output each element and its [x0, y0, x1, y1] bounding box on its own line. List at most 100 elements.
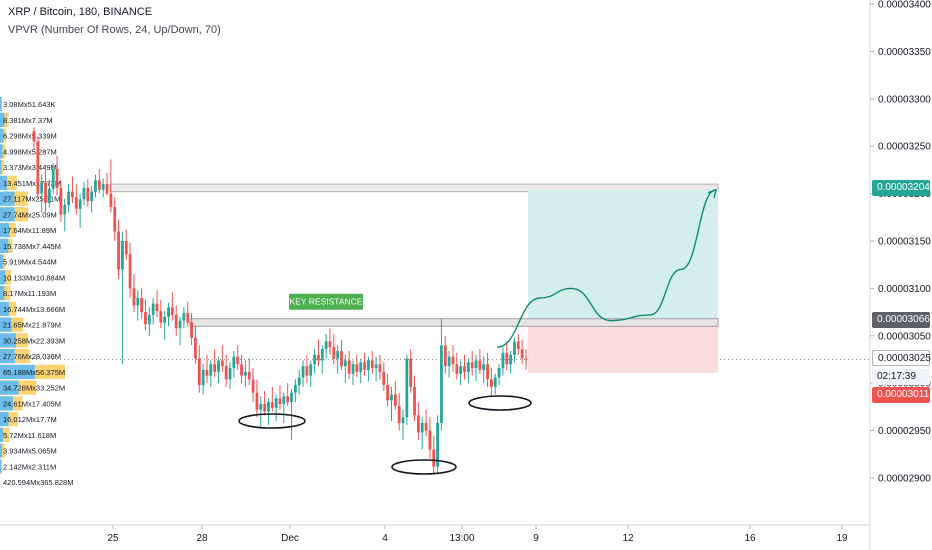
vp-up-bar	[0, 128, 4, 143]
candle-body	[382, 371, 386, 386]
candle-body	[286, 396, 290, 403]
candle-body	[351, 364, 355, 374]
candle-body	[290, 392, 293, 403]
candle-body	[401, 417, 405, 424]
chart-title[interactable]: XRP / Bitcoin, 180, BINANCE	[8, 6, 153, 18]
vp-down-bar	[8, 238, 13, 253]
vp-row-label: 4.998Mx5.287M	[3, 147, 57, 156]
candle-body	[501, 352, 505, 369]
vp-down-bar	[7, 175, 17, 190]
candle-body	[178, 320, 182, 329]
candle-body	[340, 350, 343, 367]
vp-up-bar	[0, 270, 6, 285]
candle-body	[267, 402, 270, 412]
vp-down-bar	[3, 254, 6, 269]
candle-body	[482, 364, 486, 370]
candle-body	[255, 392, 259, 410]
candle-body	[324, 341, 328, 350]
vp-row-label: 15.738Mx7.445M	[3, 242, 61, 251]
low-marker-ellipse	[391, 459, 457, 475]
y-tick-label: 0.00003050	[878, 331, 931, 342]
vp-down-bar	[14, 207, 29, 222]
x-axis[interactable]: 25 28 Dec 4 13:00 9 12 16 19	[0, 524, 870, 544]
candle-body	[251, 379, 255, 393]
vp-row-label: 8.17Mx11.193M	[3, 289, 56, 298]
candle-body	[455, 364, 459, 374]
candle-body	[478, 360, 482, 370]
candle-body	[121, 241, 124, 270]
candle-body	[486, 364, 489, 380]
vp-up-bar	[0, 301, 9, 316]
indicator-legend[interactable]: VPVR (Number Of Rows, 24, Up/Down, 70)	[8, 24, 221, 36]
upper-resistance-zone	[109, 183, 719, 193]
y-axis[interactable]: 0.00003400 0.00003350 0.00003300 0.00003250…	[869, 0, 931, 550]
candle-body	[270, 402, 274, 408]
candle-body	[101, 184, 105, 190]
vp-down-bar	[9, 223, 16, 238]
candle-body	[374, 364, 378, 369]
candle-body	[71, 191, 74, 198]
target-zone	[528, 189, 718, 321]
candle-body	[59, 187, 63, 215]
candle-body	[332, 347, 336, 359]
x-tick-label: 4	[382, 533, 388, 544]
candle-body	[524, 358, 528, 360]
vp-down-bar	[3, 427, 10, 442]
candle-body	[155, 303, 159, 312]
candle-body	[328, 341, 332, 348]
vp-up-bar	[0, 317, 12, 332]
candle-body	[174, 314, 178, 329]
vp-down-bar	[34, 364, 65, 379]
y-tick-label: 0.00003250	[878, 142, 931, 153]
candle-body	[390, 394, 393, 401]
vp-up-bar	[0, 238, 9, 253]
candle-body	[159, 311, 163, 323]
candle-body	[74, 197, 78, 209]
candle-body	[228, 368, 232, 380]
vp-down-bar	[5, 270, 12, 285]
vp-row-label: 2.142Mx2.311M	[3, 462, 56, 471]
candle-body	[459, 366, 463, 374]
vp-up-bar	[0, 97, 2, 112]
candles	[32, 127, 528, 475]
candle-body	[128, 254, 132, 289]
candle-body	[224, 366, 228, 380]
candle-body	[490, 379, 493, 387]
candle-body	[55, 168, 59, 188]
candle-body	[309, 364, 313, 376]
candle-body	[113, 206, 117, 232]
x-tick-label: 9	[533, 533, 539, 544]
candle-body	[416, 415, 420, 433]
candle-body	[293, 385, 297, 393]
candle-body	[301, 366, 305, 378]
candle-body	[186, 313, 190, 323]
vp-up-bar	[0, 112, 5, 127]
candle-body	[97, 180, 101, 190]
key-resistance-label: KEY RESISTANCE	[290, 297, 363, 307]
candle-body	[190, 322, 193, 338]
key-resistance-zone	[189, 318, 719, 327]
x-tick-label: 28	[196, 533, 208, 544]
vp-up-bar	[0, 396, 14, 411]
candle-body	[151, 303, 155, 315]
candle-body	[105, 184, 109, 194]
vp-row-label: 420.594Mx365.828M	[3, 478, 73, 487]
candle-body	[170, 307, 174, 315]
x-tick-label: 19	[836, 533, 848, 544]
candle-body	[509, 354, 513, 365]
candle-body	[40, 182, 44, 194]
candle-body	[313, 354, 316, 365]
candle-body	[278, 398, 282, 405]
candle-body	[409, 358, 413, 387]
candle-body	[44, 182, 47, 204]
vp-down-bar	[13, 396, 23, 411]
vp-down-bar	[4, 112, 9, 127]
vp-down-bar	[14, 191, 29, 206]
candle-body	[67, 191, 70, 205]
candle-body	[317, 354, 320, 361]
candle-body	[86, 187, 90, 202]
vp-up-bar	[0, 175, 8, 190]
vp-up-bar	[0, 364, 35, 379]
candle-body	[386, 385, 390, 401]
